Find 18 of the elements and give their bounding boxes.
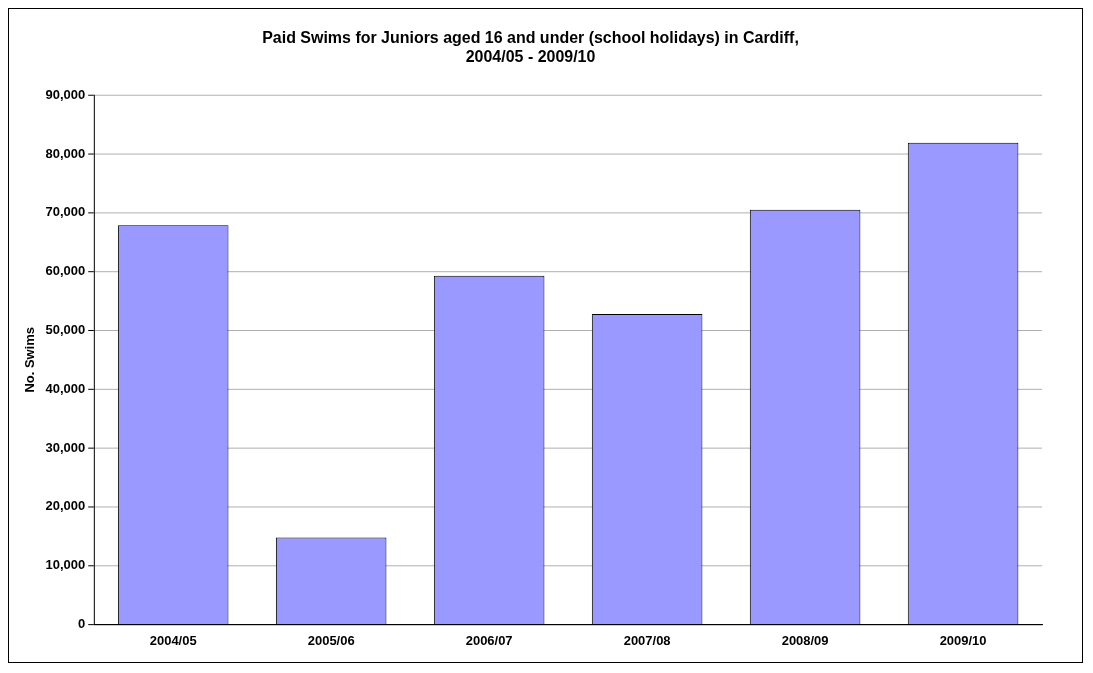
- y-tick-label: 90,000: [45, 86, 86, 102]
- y-tick-label: 40,000: [45, 380, 86, 396]
- y-tick-label: 10,000: [45, 557, 86, 573]
- y-tick-label: 80,000: [45, 145, 86, 161]
- y-tick-label: 0: [78, 616, 86, 632]
- x-tick-label: 2004/05: [149, 632, 197, 648]
- x-tick-label: 2009/10: [939, 632, 987, 648]
- x-tick-label: 2007/08: [623, 632, 671, 648]
- x-tick-label: 2005/06: [307, 632, 355, 648]
- chart-title: Paid Swims for Juniors aged 16 and under (school holidays) in Cardiff, 2004/05 - 2009/10: [262, 28, 799, 66]
- y-tick-label: 30,000: [45, 439, 86, 455]
- y-tick-label: 70,000: [45, 204, 86, 220]
- x-tick-label: 2006/07: [465, 632, 513, 648]
- y-tick-label: 60,000: [45, 263, 86, 279]
- y-tick-label: 20,000: [45, 498, 86, 514]
- y-tick-label: 50,000: [45, 321, 86, 337]
- x-tick-label: 2008/09: [781, 632, 829, 648]
- y-axis-title: No. Swims: [22, 327, 38, 393]
